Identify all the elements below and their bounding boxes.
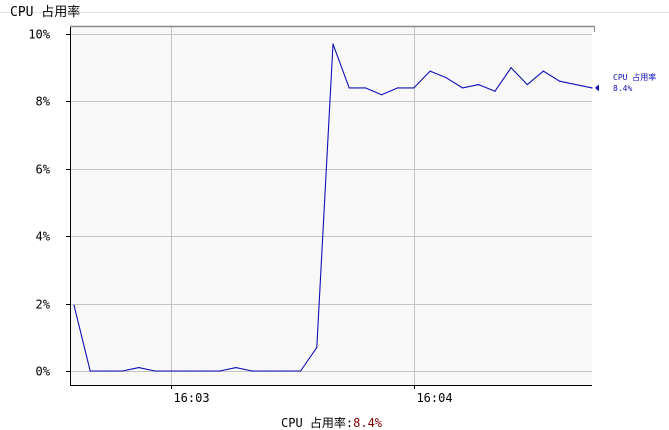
data-point-15 (316, 346, 318, 348)
series-layer (73, 43, 593, 372)
data-point-28 (526, 84, 528, 86)
y-axis-ticks: 0% 2% 4% 6% 8% 10% (28, 28, 70, 379)
data-point-9 (219, 370, 221, 372)
data-point-25 (478, 84, 480, 86)
data-point-17 (348, 87, 350, 89)
legend-series-label: CPU 占用率 (613, 72, 656, 82)
data-point-27 (510, 67, 512, 69)
footer-label: CPU 占用率: (281, 416, 354, 430)
legend-marker-icon (595, 84, 599, 92)
header-divider (0, 12, 669, 13)
data-point-4 (138, 367, 140, 369)
data-point-29 (542, 70, 545, 72)
data-point-24 (461, 87, 464, 89)
axes (70, 25, 595, 386)
data-point-11 (251, 370, 253, 372)
data-point-16 (332, 43, 334, 45)
data-point-20 (397, 87, 399, 89)
data-point-7 (186, 370, 188, 372)
footer-readout: CPU 占用率:8.4% (281, 416, 382, 430)
x-tick-label-0: 16:03 (173, 391, 209, 405)
data-point-19 (381, 94, 383, 96)
data-point-6 (170, 370, 172, 372)
data-point-31 (575, 84, 577, 86)
legend: CPU 占用率 8.4% (595, 72, 656, 93)
data-point-0 (73, 304, 75, 306)
y-tick-label-1: 2% (36, 298, 51, 312)
y-tick-label-4: 8% (36, 95, 51, 109)
y-tick-label-3: 6% (36, 163, 51, 177)
legend-current-value: 8.4% (613, 84, 632, 93)
data-point-14 (300, 370, 302, 372)
data-point-3 (122, 370, 124, 372)
y-tick-label-5: 10% (28, 28, 50, 42)
x-axis-ticks: 16:03 16:04 (171, 385, 453, 405)
y-tick-label-2: 4% (36, 230, 51, 244)
panel-title: CPU 占用率 (10, 5, 81, 20)
data-point-12 (267, 370, 269, 372)
data-point-2 (105, 370, 107, 372)
data-point-26 (494, 90, 496, 92)
y-tick-label-0: 0% (36, 365, 51, 379)
data-point-21 (413, 87, 415, 89)
data-point-32 (591, 87, 593, 89)
x-tick-label-1: 16:04 (416, 391, 452, 405)
data-point-1 (89, 370, 91, 372)
data-point-5 (154, 370, 156, 372)
data-point-22 (429, 70, 431, 72)
data-point-18 (364, 87, 366, 89)
data-point-23 (445, 77, 447, 79)
data-point-30 (559, 80, 561, 82)
data-point-13 (283, 370, 285, 372)
data-point-8 (202, 370, 205, 372)
data-point-10 (235, 367, 237, 369)
footer-value: 8.4% (353, 416, 383, 430)
